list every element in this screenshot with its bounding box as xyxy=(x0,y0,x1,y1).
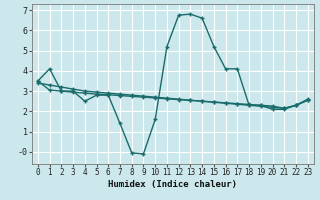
X-axis label: Humidex (Indice chaleur): Humidex (Indice chaleur) xyxy=(108,180,237,189)
